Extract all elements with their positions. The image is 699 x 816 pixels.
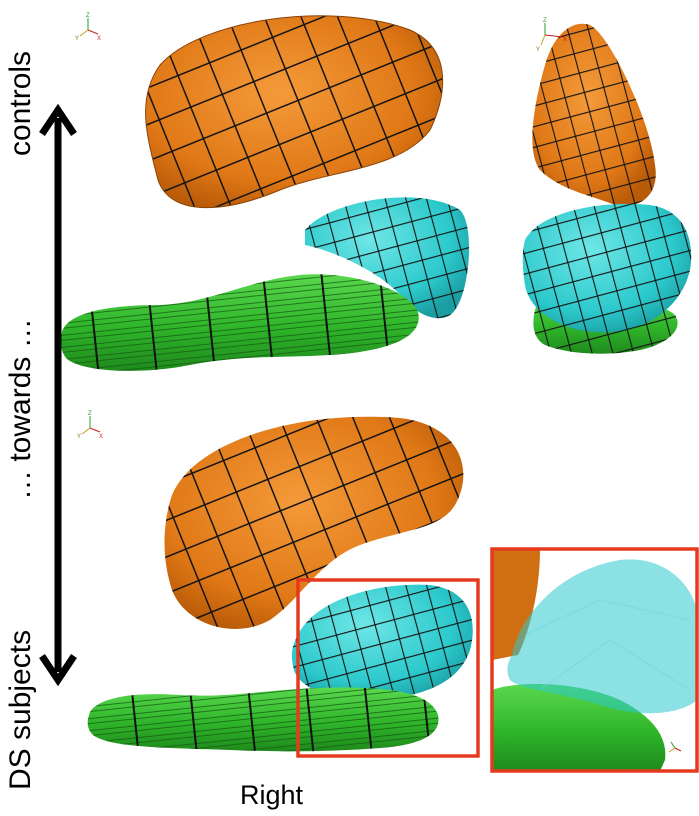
green-stripes-controls xyxy=(60,274,419,371)
label-towards: … towards … xyxy=(4,318,37,500)
axis-triad-top-left: Z Y X xyxy=(75,13,101,42)
controls-side-view xyxy=(60,15,470,371)
label-right: Right xyxy=(240,780,304,810)
inset-frame xyxy=(490,547,699,773)
axis-x-label: X xyxy=(97,36,101,42)
cyan-structure-inset xyxy=(507,559,697,714)
axis-y-label: Y xyxy=(75,36,79,42)
axis-triad-inset xyxy=(668,741,682,753)
axis-y-label: Y xyxy=(536,47,540,53)
axis-y-label: Y xyxy=(77,434,81,440)
zoom-inset xyxy=(490,547,699,773)
axis-x-label: X xyxy=(563,37,567,43)
axis-z-label: Z xyxy=(88,411,92,417)
controls-front-view xyxy=(522,23,692,354)
axis-triad-top-right: Z Y X xyxy=(536,18,567,53)
cyan-grid-front xyxy=(522,203,692,333)
ds-subjects-view xyxy=(87,416,480,758)
axis-triad-bottom-left: Z Y X xyxy=(77,411,103,440)
highlight-box xyxy=(296,578,480,758)
orange-grid-controls xyxy=(145,15,443,208)
axis-z-label: Z xyxy=(86,13,90,19)
orange-structure-inset xyxy=(492,549,540,660)
label-ds-subjects: DS subjects xyxy=(4,629,37,790)
green-stripes-ds xyxy=(87,687,439,752)
axis-x-label: X xyxy=(99,434,103,440)
axis-z-label: Z xyxy=(543,18,547,24)
direction-arrow xyxy=(39,103,77,687)
label-controls: controls xyxy=(4,50,37,156)
